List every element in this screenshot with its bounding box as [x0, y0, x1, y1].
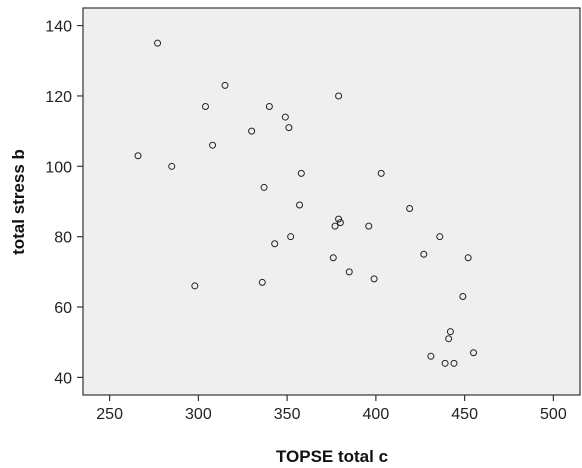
y-tick-label: 60	[54, 300, 72, 317]
data-point	[336, 219, 344, 227]
data-point	[329, 254, 337, 262]
data-point	[450, 359, 458, 367]
data-points	[134, 39, 477, 367]
data-point	[265, 103, 273, 111]
data-point	[297, 169, 305, 177]
data-point	[420, 250, 428, 258]
data-point	[134, 152, 142, 160]
y-tick-label: 100	[45, 159, 72, 176]
data-point	[446, 328, 454, 336]
x-tick-label: 250	[96, 406, 123, 423]
data-point	[335, 215, 343, 223]
data-point	[281, 113, 289, 121]
x-tick-label: 500	[540, 406, 567, 423]
y-tick-label: 40	[54, 370, 72, 387]
data-point	[154, 39, 162, 47]
y-tick-label: 120	[45, 89, 72, 106]
data-point	[335, 92, 343, 100]
data-point	[260, 183, 268, 191]
x-tick-label: 300	[185, 406, 212, 423]
x-tick-label: 450	[451, 406, 478, 423]
x-tick-label: 400	[363, 406, 390, 423]
data-point	[470, 349, 477, 357]
y-axis-title: total stress b	[9, 149, 28, 255]
data-point	[436, 233, 444, 241]
data-point	[248, 127, 256, 135]
data-point	[441, 359, 449, 367]
data-point	[370, 275, 378, 283]
data-point	[459, 292, 467, 300]
data-point	[464, 254, 472, 262]
data-point	[365, 222, 373, 230]
data-point	[258, 278, 266, 286]
data-point	[345, 268, 353, 276]
data-point	[406, 205, 414, 213]
data-point	[331, 222, 339, 230]
data-point	[209, 141, 217, 149]
y-tick-label: 80	[54, 230, 72, 247]
y-axis: 40 60 80 100 120 140	[45, 19, 83, 387]
data-point	[445, 335, 453, 343]
x-axis: 250 300 350 400 450 500	[96, 395, 567, 423]
data-point	[201, 103, 209, 111]
plot-area	[82, 7, 581, 396]
data-point	[287, 233, 295, 241]
data-point	[221, 81, 229, 89]
data-point	[377, 169, 385, 177]
data-point	[285, 124, 293, 132]
data-point	[191, 282, 199, 290]
x-tick-label: 350	[274, 406, 301, 423]
data-point	[427, 352, 435, 360]
y-tick-label: 140	[45, 19, 72, 36]
data-point	[296, 201, 304, 209]
x-axis-title: TOPSE total c	[276, 447, 388, 466]
data-point	[271, 240, 279, 248]
data-point	[168, 162, 176, 170]
